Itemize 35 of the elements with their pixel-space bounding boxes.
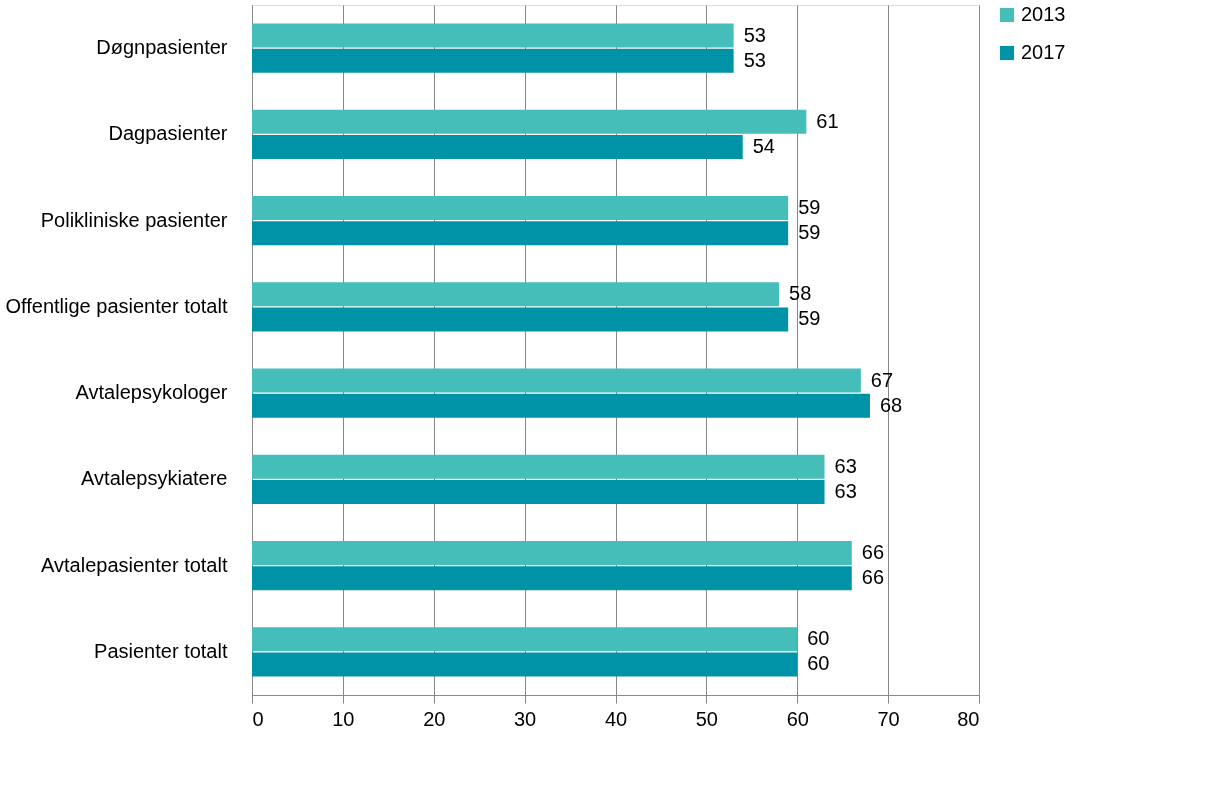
y-tick-label: Avtalepasienter totalt — [41, 553, 228, 576]
data-label: 60 — [807, 652, 830, 675]
data-label: 63 — [834, 454, 857, 477]
data-label: 59 — [798, 307, 821, 330]
data-label: 58 — [789, 282, 812, 305]
legend-label: 2017 — [1021, 41, 1066, 63]
data-label: 68 — [879, 393, 903, 416]
data-label: 61 — [816, 109, 839, 132]
data-label: 67 — [870, 368, 894, 391]
y-tick-label: Avtalepsykologer — [75, 381, 228, 404]
y-tick-label: Offentlige pasienter totalt — [5, 294, 228, 317]
x-tick-label: 60 — [786, 707, 809, 730]
data-label: 66 — [861, 541, 885, 564]
x-tick-label: 80 — [957, 707, 980, 730]
data-label: 66 — [861, 566, 885, 589]
x-tick-label: 50 — [695, 707, 718, 730]
legend-label: 2013 — [1021, 3, 1066, 25]
data-label: 59 — [798, 196, 821, 219]
data-label: 63 — [834, 479, 857, 502]
data-label: 59 — [798, 221, 821, 244]
data-label: 60 — [807, 627, 830, 650]
data-label: 53 — [743, 48, 766, 71]
x-tick-label: 10 — [332, 707, 355, 730]
y-tick-label: Polikliniske pasienter — [40, 208, 228, 231]
x-tick-label: 40 — [604, 707, 628, 730]
x-tick-label: 30 — [514, 707, 537, 730]
y-tick-label: Pasienter totalt — [94, 639, 228, 662]
data-label: 53 — [743, 23, 766, 46]
x-tick-label: 0 — [252, 707, 264, 730]
y-tick-label: Avtalepsykiatere — [81, 467, 228, 490]
data-label: 54 — [752, 134, 775, 157]
x-tick-label: 20 — [423, 707, 446, 730]
x-tick-label: 70 — [877, 707, 900, 730]
y-tick-label: Døgnpasienter — [96, 36, 228, 59]
y-tick-label: Dagpasienter — [108, 122, 228, 145]
